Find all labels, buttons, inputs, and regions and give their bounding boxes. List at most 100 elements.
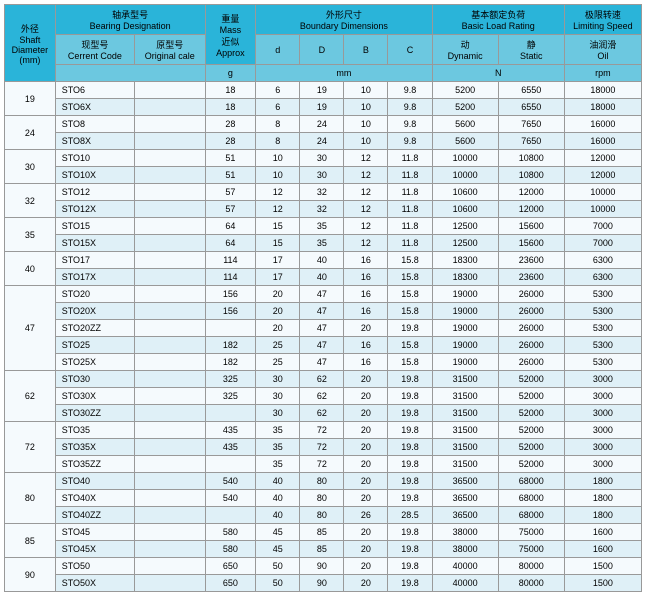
hdr-original: 原型号 Original cale (135, 35, 206, 65)
table-row: STO17X11417401615.818300236006300 (5, 269, 642, 286)
hdr-speed-en: Limiting Speed (573, 21, 633, 31)
cell-static: 80000 (498, 575, 564, 592)
hdr-mass-en2: Approx (216, 48, 245, 58)
cell-rpm: 1800 (564, 473, 641, 490)
hdr-mass: 重量 Mass 近似 Approx (205, 5, 256, 65)
cell-original (135, 320, 206, 337)
cell-static: 12000 (498, 184, 564, 201)
cell-d: 35 (256, 422, 300, 439)
cell-diameter: 30 (5, 150, 56, 184)
cell-C: 28.5 (388, 507, 432, 524)
cell-mass: 156 (205, 286, 256, 303)
hdr-mass-en1: Mass (220, 25, 242, 35)
cell-diameter: 24 (5, 116, 56, 150)
cell-code: STO8 (55, 116, 134, 133)
cell-B: 20 (344, 439, 388, 456)
cell-dynamic: 31500 (432, 405, 498, 422)
cell-code: STO20X (55, 303, 134, 320)
table-row: STO25X18225471615.819000260005300 (5, 354, 642, 371)
cell-code: STO6X (55, 99, 134, 116)
cell-diameter: 32 (5, 184, 56, 218)
cell-d: 25 (256, 337, 300, 354)
table-row: STO30ZZ30622019.831500520003000 (5, 405, 642, 422)
cell-mass: 18 (205, 99, 256, 116)
cell-static: 68000 (498, 490, 564, 507)
cell-B: 20 (344, 388, 388, 405)
cell-mass: 51 (205, 150, 256, 167)
cell-dynamic: 19000 (432, 286, 498, 303)
cell-code: STO12 (55, 184, 134, 201)
cell-B: 10 (344, 82, 388, 99)
cell-static: 75000 (498, 524, 564, 541)
table-row: STO20ZZ20472019.819000260005300 (5, 320, 642, 337)
cell-rpm: 7000 (564, 235, 641, 252)
cell-mass: 182 (205, 337, 256, 354)
cell-original (135, 558, 206, 575)
hdr-mm: mm (256, 65, 432, 82)
cell-dynamic: 19000 (432, 303, 498, 320)
cell-dynamic: 19000 (432, 354, 498, 371)
cell-d: 25 (256, 354, 300, 371)
cell-C: 9.8 (388, 116, 432, 133)
cell-B: 16 (344, 269, 388, 286)
hdr-dyn: 动 Dynamic (432, 35, 498, 65)
cell-D: 62 (300, 371, 344, 388)
cell-dynamic: 40000 (432, 575, 498, 592)
cell-d: 50 (256, 558, 300, 575)
cell-B: 20 (344, 558, 388, 575)
cell-rpm: 6300 (564, 252, 641, 269)
hdr-bearing-en: Bearing Designation (90, 21, 171, 31)
cell-static: 10800 (498, 167, 564, 184)
table-row: STO6X18619109.85200655018000 (5, 99, 642, 116)
cell-rpm: 5300 (564, 354, 641, 371)
cell-original (135, 82, 206, 99)
cell-diameter: 19 (5, 82, 56, 116)
cell-code: STO12X (55, 201, 134, 218)
hdr-dims-en: Boundary Dimensions (300, 21, 388, 31)
table-row: STO35X43535722019.831500520003000 (5, 439, 642, 456)
table-row: STO10X5110301211.8100001080012000 (5, 167, 642, 184)
table-row: STO30X32530622019.831500520003000 (5, 388, 642, 405)
cell-mass: 580 (205, 524, 256, 541)
cell-C: 19.8 (388, 575, 432, 592)
hdr-D: D (300, 35, 344, 65)
cell-d: 30 (256, 388, 300, 405)
table-row: STO45X58045852019.838000750001600 (5, 541, 642, 558)
cell-D: 24 (300, 133, 344, 150)
cell-C: 11.8 (388, 218, 432, 235)
cell-B: 20 (344, 371, 388, 388)
hdr-rpm: rpm (564, 65, 641, 82)
cell-B: 10 (344, 99, 388, 116)
cell-B: 20 (344, 320, 388, 337)
cell-mass: 156 (205, 303, 256, 320)
cell-mass (205, 456, 256, 473)
hdr-blank (55, 65, 205, 82)
hdr-speed-cn: 极限转速 (585, 10, 621, 20)
cell-original (135, 286, 206, 303)
cell-mass: 114 (205, 269, 256, 286)
cell-mass: 580 (205, 541, 256, 558)
cell-mass: 182 (205, 354, 256, 371)
cell-C: 19.8 (388, 490, 432, 507)
cell-rpm: 1600 (564, 524, 641, 541)
cell-code: STO30X (55, 388, 134, 405)
cell-dynamic: 38000 (432, 524, 498, 541)
cell-dynamic: 19000 (432, 337, 498, 354)
cell-original (135, 150, 206, 167)
cell-d: 20 (256, 320, 300, 337)
cell-D: 47 (300, 337, 344, 354)
cell-D: 47 (300, 286, 344, 303)
cell-B: 12 (344, 201, 388, 218)
hdr-original-en: Original cale (145, 51, 195, 61)
cell-d: 6 (256, 82, 300, 99)
cell-D: 47 (300, 320, 344, 337)
cell-original (135, 490, 206, 507)
table-row: STO40ZZ40802628.536500680001800 (5, 507, 642, 524)
cell-original (135, 422, 206, 439)
cell-dynamic: 5200 (432, 82, 498, 99)
cell-code: STO25 (55, 337, 134, 354)
cell-mass: 114 (205, 252, 256, 269)
cell-dynamic: 31500 (432, 422, 498, 439)
cell-dynamic: 5200 (432, 99, 498, 116)
cell-original (135, 473, 206, 490)
